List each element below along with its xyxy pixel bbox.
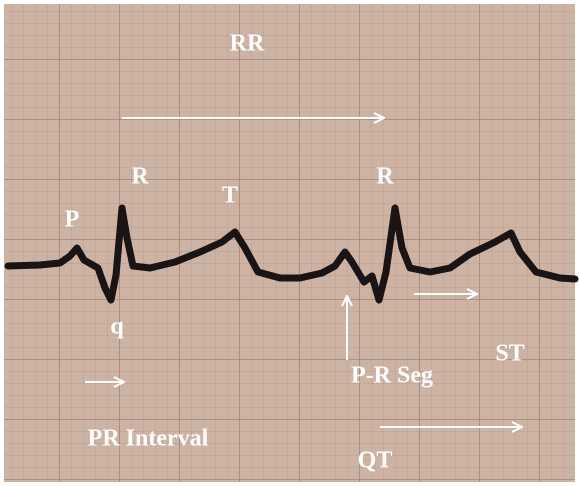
pr-seg-label: P-R Seg — [351, 363, 433, 389]
t-label: T — [222, 183, 238, 209]
st-label: ST — [495, 341, 524, 367]
rr-label: RR — [230, 31, 265, 57]
ecg-trace — [4, 204, 579, 304]
pr-interval-label: PR Interval — [88, 426, 209, 452]
p-label: P — [65, 207, 80, 233]
r-label: R — [376, 164, 394, 190]
q-label: q — [110, 314, 124, 340]
qt-label: QT — [358, 448, 393, 474]
r-label: R — [131, 164, 149, 190]
